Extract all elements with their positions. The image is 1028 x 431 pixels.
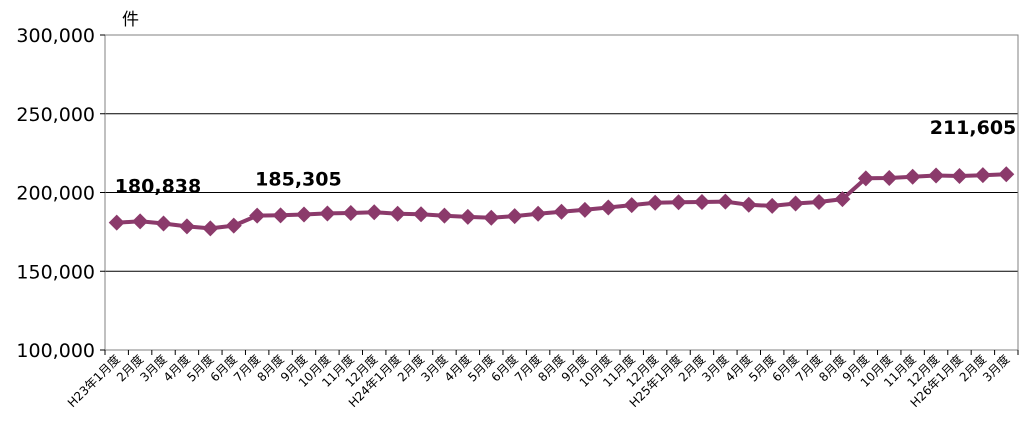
data-point-marker xyxy=(530,205,547,222)
y-tick-label: 150,000 xyxy=(16,261,95,283)
data-point-marker xyxy=(600,199,617,216)
data-point-marker xyxy=(436,207,453,224)
y-tick-label: 200,000 xyxy=(16,183,95,205)
y-tick-label: 300,000 xyxy=(16,25,95,47)
data-point-marker xyxy=(366,204,383,221)
y-axis: 300,000 250,000 200,000 150,000 100,000 xyxy=(16,25,105,362)
data-point-marker xyxy=(225,217,242,234)
data-point-marker xyxy=(108,214,125,231)
unit-label: 件 xyxy=(122,10,139,30)
data-point-marker xyxy=(459,208,476,225)
data-point-marker xyxy=(717,193,734,210)
y-tick-label: 250,000 xyxy=(16,104,95,126)
data-labels: 180,838 185,305 211,605 xyxy=(115,117,1017,197)
data-point-marker xyxy=(928,167,945,184)
series-line xyxy=(108,166,1015,237)
data-label: 180,838 xyxy=(115,176,202,198)
data-point-marker xyxy=(249,207,266,224)
data-point-marker xyxy=(693,193,710,210)
data-point-marker xyxy=(834,191,851,208)
data-point-marker xyxy=(951,167,968,184)
data-point-marker xyxy=(974,167,991,184)
data-point-marker xyxy=(670,194,687,211)
data-point-marker xyxy=(272,207,289,224)
x-tick-label: 3月度 xyxy=(979,352,1012,385)
data-point-marker xyxy=(647,194,664,211)
data-point-marker xyxy=(483,209,500,226)
data-point-marker xyxy=(319,205,336,222)
data-point-marker xyxy=(811,193,828,210)
data-point-marker xyxy=(389,205,406,222)
data-point-marker xyxy=(764,197,781,214)
data-point-marker xyxy=(132,213,149,230)
data-point-marker xyxy=(881,170,898,187)
data-point-marker xyxy=(155,215,172,232)
data-point-marker xyxy=(904,168,921,185)
data-point-marker xyxy=(506,208,523,225)
y-tick-label: 100,000 xyxy=(16,340,95,362)
data-label: 185,305 xyxy=(255,169,342,191)
data-point-marker xyxy=(998,166,1015,183)
gridlines xyxy=(105,113,1018,272)
data-point-marker xyxy=(202,220,219,237)
data-point-marker xyxy=(553,203,570,220)
data-point-marker xyxy=(178,218,195,235)
data-point-marker xyxy=(787,195,804,212)
data-point-marker xyxy=(857,170,874,187)
data-point-marker xyxy=(295,206,312,223)
data-point-marker xyxy=(576,201,593,218)
data-point-marker xyxy=(740,196,757,213)
data-point-marker xyxy=(413,206,430,223)
data-label: 211,605 xyxy=(930,117,1017,139)
series-line-path xyxy=(116,172,1007,231)
x-axis: H23年1月度2月度3月度4月度5月度6月度7月度8月度9月度10月度11月度1… xyxy=(64,350,1019,410)
data-point-marker xyxy=(623,197,640,214)
data-point-marker xyxy=(342,204,359,221)
